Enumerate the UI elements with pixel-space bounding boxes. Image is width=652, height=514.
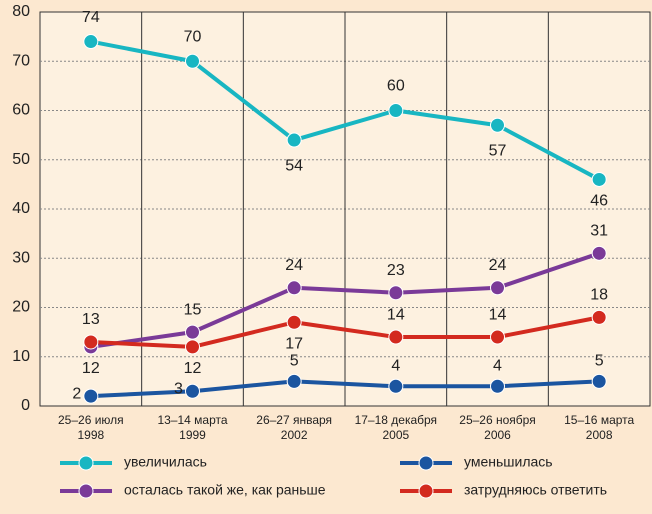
- data-label: 5: [595, 353, 604, 370]
- point: [490, 378, 505, 394]
- x-tick-label: 15–16 марта 2008: [564, 413, 635, 442]
- data-label: 24: [285, 257, 303, 274]
- legend-label: увеличилась: [124, 454, 207, 470]
- data-label: 57: [489, 142, 507, 159]
- data-label: 23: [387, 262, 405, 279]
- line: [90, 315, 600, 349]
- point: [591, 171, 607, 187]
- x-tick-label: 13–14 марта 1999: [157, 413, 228, 442]
- point: [591, 373, 607, 389]
- point: [388, 329, 404, 345]
- point: [286, 373, 302, 389]
- data-label: 74: [82, 9, 100, 26]
- legend-marker: [418, 455, 434, 471]
- data-label: 4: [391, 358, 400, 375]
- y-tick-label: 80: [12, 3, 30, 20]
- y-tick-label: 10: [12, 348, 30, 365]
- data-label: 13: [82, 311, 100, 328]
- data-label: 4: [493, 358, 502, 375]
- data-label: 60: [387, 78, 405, 95]
- point: [286, 132, 302, 148]
- x-tick-label: 26–27 января 2002: [256, 413, 333, 442]
- point: [591, 245, 607, 261]
- point: [286, 280, 302, 296]
- line: [90, 379, 600, 399]
- data-label: 31: [590, 223, 608, 240]
- point: [490, 329, 505, 345]
- y-tick-label: 70: [12, 52, 30, 69]
- point: [388, 103, 404, 118]
- data-label: 46: [590, 193, 608, 210]
- y-tick-label: 30: [12, 249, 30, 266]
- y-tick-label: 20: [12, 299, 30, 316]
- data-label: 18: [590, 287, 608, 304]
- legend-label: уменьшилась: [464, 454, 553, 470]
- point: [185, 53, 200, 69]
- data-label: 70: [184, 28, 202, 45]
- data-label: 14: [489, 306, 507, 323]
- point: [388, 285, 404, 301]
- x-tick-label: 17–18 декабря 2005: [354, 413, 438, 442]
- point: [286, 314, 302, 330]
- y-tick-label: 40: [12, 200, 30, 217]
- point: [83, 388, 99, 404]
- legend-label: затрудняюсь ответить: [464, 482, 607, 498]
- data-label: 3: [174, 380, 183, 397]
- data-label: 5: [290, 353, 299, 370]
- data-label: 2: [72, 385, 81, 402]
- data-label: 17: [285, 335, 303, 352]
- point: [185, 324, 200, 340]
- line: [90, 39, 601, 182]
- point: [388, 378, 404, 394]
- point: [490, 280, 505, 296]
- x-tick-label: 25–26 ноября 2006: [459, 413, 536, 442]
- data-label: 15: [184, 301, 202, 318]
- legend-marker: [78, 455, 94, 471]
- point: [83, 334, 99, 350]
- data-label: 14: [387, 306, 405, 323]
- point: [591, 309, 607, 325]
- legend-label: осталась такой же, как раньше: [124, 482, 326, 498]
- x-tick-label: 25–26 июля 1998: [58, 413, 124, 442]
- point: [185, 383, 200, 399]
- y-tick-label: 0: [21, 397, 30, 414]
- data-label: 54: [285, 157, 303, 174]
- data-label: 12: [82, 360, 100, 377]
- y-tick-label: 60: [12, 102, 30, 119]
- data-label: 12: [184, 360, 202, 377]
- y-tick-label: 50: [12, 151, 30, 168]
- point: [185, 339, 200, 355]
- point: [490, 117, 505, 133]
- point: [83, 34, 99, 50]
- legend-marker: [78, 483, 94, 499]
- line: [90, 251, 600, 349]
- legend-marker: [418, 483, 434, 499]
- data-label: 24: [489, 257, 507, 274]
